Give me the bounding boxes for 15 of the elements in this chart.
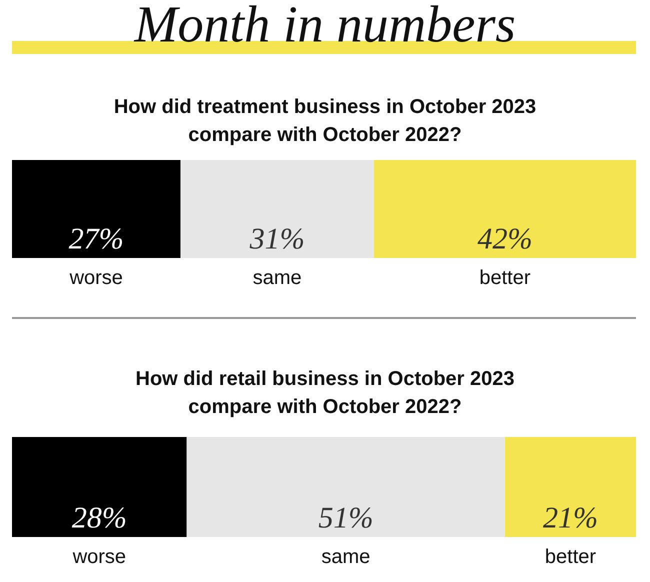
series-label: worse [72, 546, 126, 568]
chart-title: How did retail business in October 2023 compare with October 2022? [136, 368, 514, 418]
data-label: 31% [248, 222, 305, 256]
data-label: 28% [72, 502, 127, 534]
series-label: same [321, 546, 370, 568]
chart-subtitle: How did treatment business in October 2023 compare with October 2022? [114, 96, 536, 146]
series-label: better [544, 546, 596, 568]
data-label: 27% [68, 222, 124, 256]
data-label: 21% [542, 502, 598, 534]
data-label: 51% [318, 502, 374, 534]
series-label: better [479, 267, 531, 289]
data-label: 42% [477, 222, 532, 256]
series-label: worse [68, 267, 123, 289]
series-label: same [252, 267, 302, 289]
chart-title: Month in numbers [133, 0, 516, 54]
